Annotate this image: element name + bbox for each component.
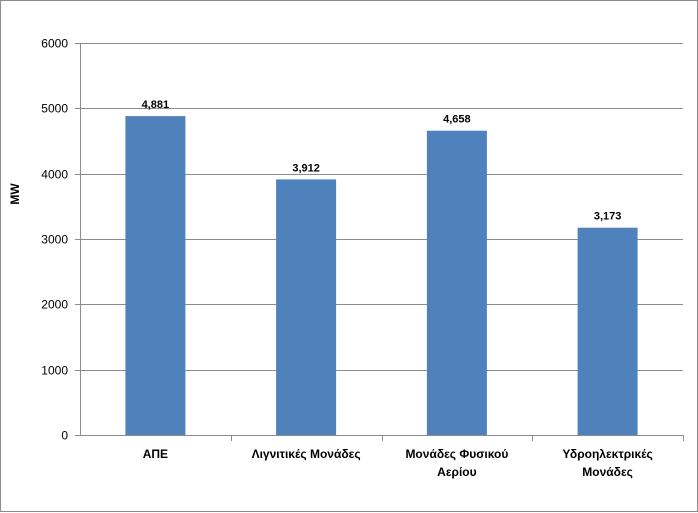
data-label: 3,912 [292,162,320,174]
bar [125,116,186,435]
data-label: 3,173 [594,211,622,223]
y-axis-title: MW [8,183,22,205]
data-label: 4,658 [443,114,471,126]
labels: 0 1000 2000 3000 4000 5000 6000 4,881 ΑΠΕ 3,912 Λι… [41,37,653,480]
x-tick-label: Μονάδες [582,465,633,479]
y-tick-label: 2000 [41,298,68,312]
y-tick-label: 0 [61,429,68,443]
x-tick-label: ΑΠΕ [143,447,168,461]
bar [426,130,487,435]
y-tick-label: 6000 [41,37,68,51]
y-tick-label: 1000 [41,364,68,378]
x-tick-label: Μονάδες Φυσικού [405,447,508,461]
y-tick-label: 3000 [41,233,68,247]
y-tick-label: 4000 [41,168,68,182]
bar [577,227,638,435]
axes [75,43,684,441]
x-tick-label: Υδροηλεκτρικές [562,447,652,461]
data-label: 4,881 [142,99,170,111]
y-tick-label: 5000 [41,102,68,116]
bar [276,179,337,435]
x-tick-label: Αερίου [437,465,476,479]
bars [125,116,638,435]
x-tick-label: Λιγνιτικές Μονάδες [252,447,361,461]
